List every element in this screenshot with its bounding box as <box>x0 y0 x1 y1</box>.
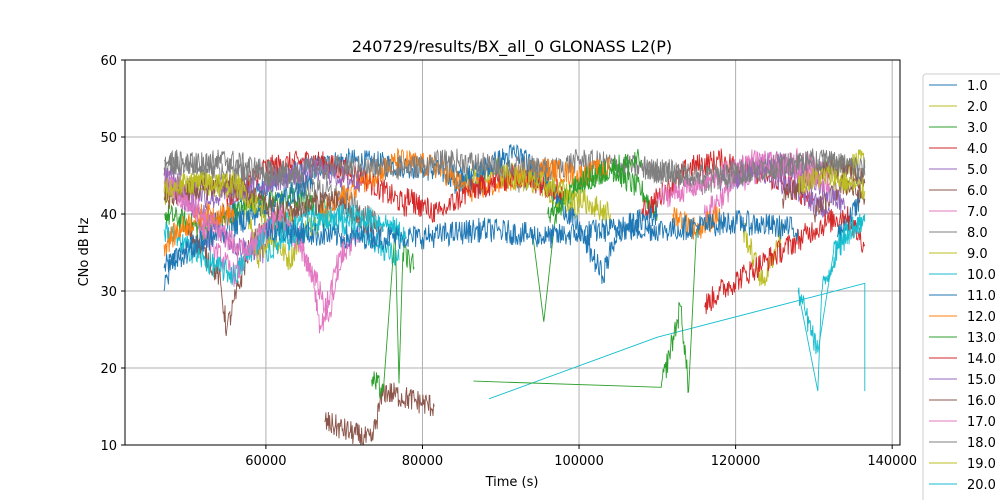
x-axis-label: Time (s) <box>485 475 539 490</box>
series-line-6-0 <box>324 382 435 445</box>
x-tick-label: 80000 <box>402 454 443 469</box>
legend-entry-label: 9.0 <box>967 247 988 262</box>
y-tick-label: 30 <box>100 285 117 300</box>
x-tick-label: 120000 <box>711 454 761 469</box>
legend-entry-label: 5.0 <box>967 163 988 178</box>
y-axis-ticks: 10 20 30 40 50 60 <box>100 54 125 454</box>
legend-entry-label: 14.0 <box>967 352 996 367</box>
series-line-6-0 <box>813 174 866 223</box>
x-tick-label: 60000 <box>245 454 286 469</box>
x-tick-label: 140000 <box>867 454 917 469</box>
legend-entry-label: 17.0 <box>967 415 996 430</box>
series-line-20-0 <box>797 215 866 392</box>
y-tick-label: 40 <box>100 208 117 223</box>
legend-entry-label: 20.0 <box>967 478 996 493</box>
series-line-18-0 <box>163 148 549 187</box>
series-line-12-0 <box>163 202 235 257</box>
legend-entry-label: 7.0 <box>967 205 988 220</box>
legend-entry-label: 6.0 <box>967 184 988 199</box>
series-line-12-0 <box>320 147 611 222</box>
legend-entry-label: 1.0 <box>967 79 988 94</box>
legend-entry-label: 16.0 <box>967 394 996 409</box>
y-tick-label: 50 <box>100 131 117 146</box>
legend-entry-label: 2.0 <box>967 100 988 115</box>
series-line-20-0 <box>265 203 407 263</box>
legend-box <box>922 73 1000 500</box>
legend-entry-label: 12.0 <box>967 310 996 325</box>
x-tick-label: 100000 <box>554 454 604 469</box>
series-line-21-0 <box>265 209 799 251</box>
y-axis-label: CNo dB Hz <box>77 217 92 286</box>
y-tick-label: 20 <box>100 362 117 377</box>
series-line-13-0 <box>371 229 415 399</box>
legend-entry-label: 11.0 <box>967 289 996 304</box>
series-line-9-0 <box>742 221 783 287</box>
legend: 1.0 2.0 3.0 4.0 5.0 6.0 7.0 8.0 9.0 10.0 11.0 12.0 1… <box>922 73 1000 500</box>
series-line-13-0 <box>531 148 643 322</box>
series-line-10-0 <box>488 282 866 400</box>
series-line-18-0 <box>641 148 866 186</box>
legend-entry-label: 4.0 <box>967 142 988 157</box>
series-line-14-0 <box>406 165 564 223</box>
y-tick-label: 60 <box>100 54 117 69</box>
legend-entry-label: 10.0 <box>967 268 996 283</box>
legend-entry-label: 18.0 <box>967 436 996 451</box>
legend-entry-label: 19.0 <box>967 457 996 472</box>
series-line-19-0 <box>500 164 611 224</box>
x-axis-ticks: 60000 80000 100000 120000 140000 <box>245 445 917 469</box>
plot-frame <box>124 59 901 446</box>
series-line-13-0 <box>473 229 697 394</box>
series-line-17-0 <box>163 177 345 322</box>
legend-entry-label: 3.0 <box>967 121 988 136</box>
legend-entry-label: 13.0 <box>967 331 996 346</box>
series-layer <box>163 144 866 445</box>
series-line-19-0 <box>797 164 866 200</box>
series-line-14-0 <box>704 206 866 315</box>
series-line-16-0 <box>782 157 866 209</box>
series-line-19-0 <box>163 171 267 223</box>
series-line-16-0 <box>163 173 376 240</box>
legend-entry-label: 8.0 <box>967 226 988 241</box>
y-tick-label: 10 <box>100 439 117 454</box>
legend-entry-label: 15.0 <box>967 373 996 388</box>
chart-title: 240729/results/BX_all_0 GLONASS L2(P) <box>352 37 672 57</box>
